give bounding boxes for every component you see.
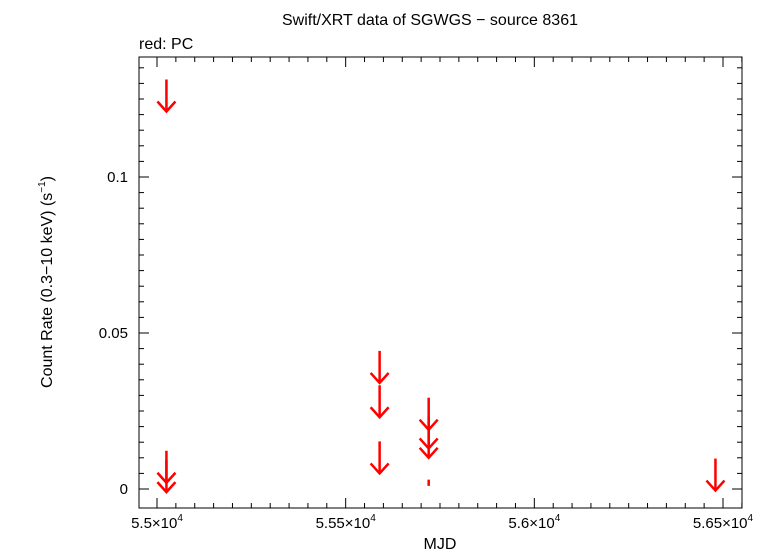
y-tick-label: 0.05 [99, 325, 128, 342]
chart-title: Swift/XRT data of SGWGS − source 8361 [282, 12, 578, 29]
y-tick-label: 0 [120, 481, 128, 498]
y-axis-label-close: ) [39, 176, 56, 181]
upper-limit-arrow [418, 425, 439, 460]
y-tick-label: 0.1 [107, 169, 128, 186]
plot-frame [138, 56, 743, 509]
y-axis-label-main: Count Rate (0.3−10 keV) (s [39, 193, 56, 388]
upper-limit-arrow [705, 458, 726, 493]
x-tick-label: 5.6×104 [508, 513, 560, 532]
upper-limit-arrow [369, 350, 390, 385]
upper-limit-arrow [156, 79, 177, 114]
y-axis-label: Count Rate (0.3−10 keV) (s−1) [37, 176, 56, 388]
data-marks [156, 79, 726, 494]
x-axis-label: MJD [424, 536, 457, 553]
x-tick-label: 5.55×104 [316, 513, 377, 532]
upper-limit-arrow [369, 385, 390, 420]
x-tick-label: 5.65×104 [693, 513, 754, 532]
y-axis: 0 0.05 0.1 [99, 67, 742, 498]
y-axis-label-exponent: −1 [37, 181, 48, 193]
chart-subtitle: red: PC [139, 36, 193, 53]
x-tick-label: 5.5×104 [131, 513, 183, 532]
upper-limit-arrow [369, 441, 390, 476]
upper-limit-arrow [156, 460, 177, 494]
x-axis: 5.5×104 5.55×104 5.6×104 5.65×104 [131, 57, 754, 532]
